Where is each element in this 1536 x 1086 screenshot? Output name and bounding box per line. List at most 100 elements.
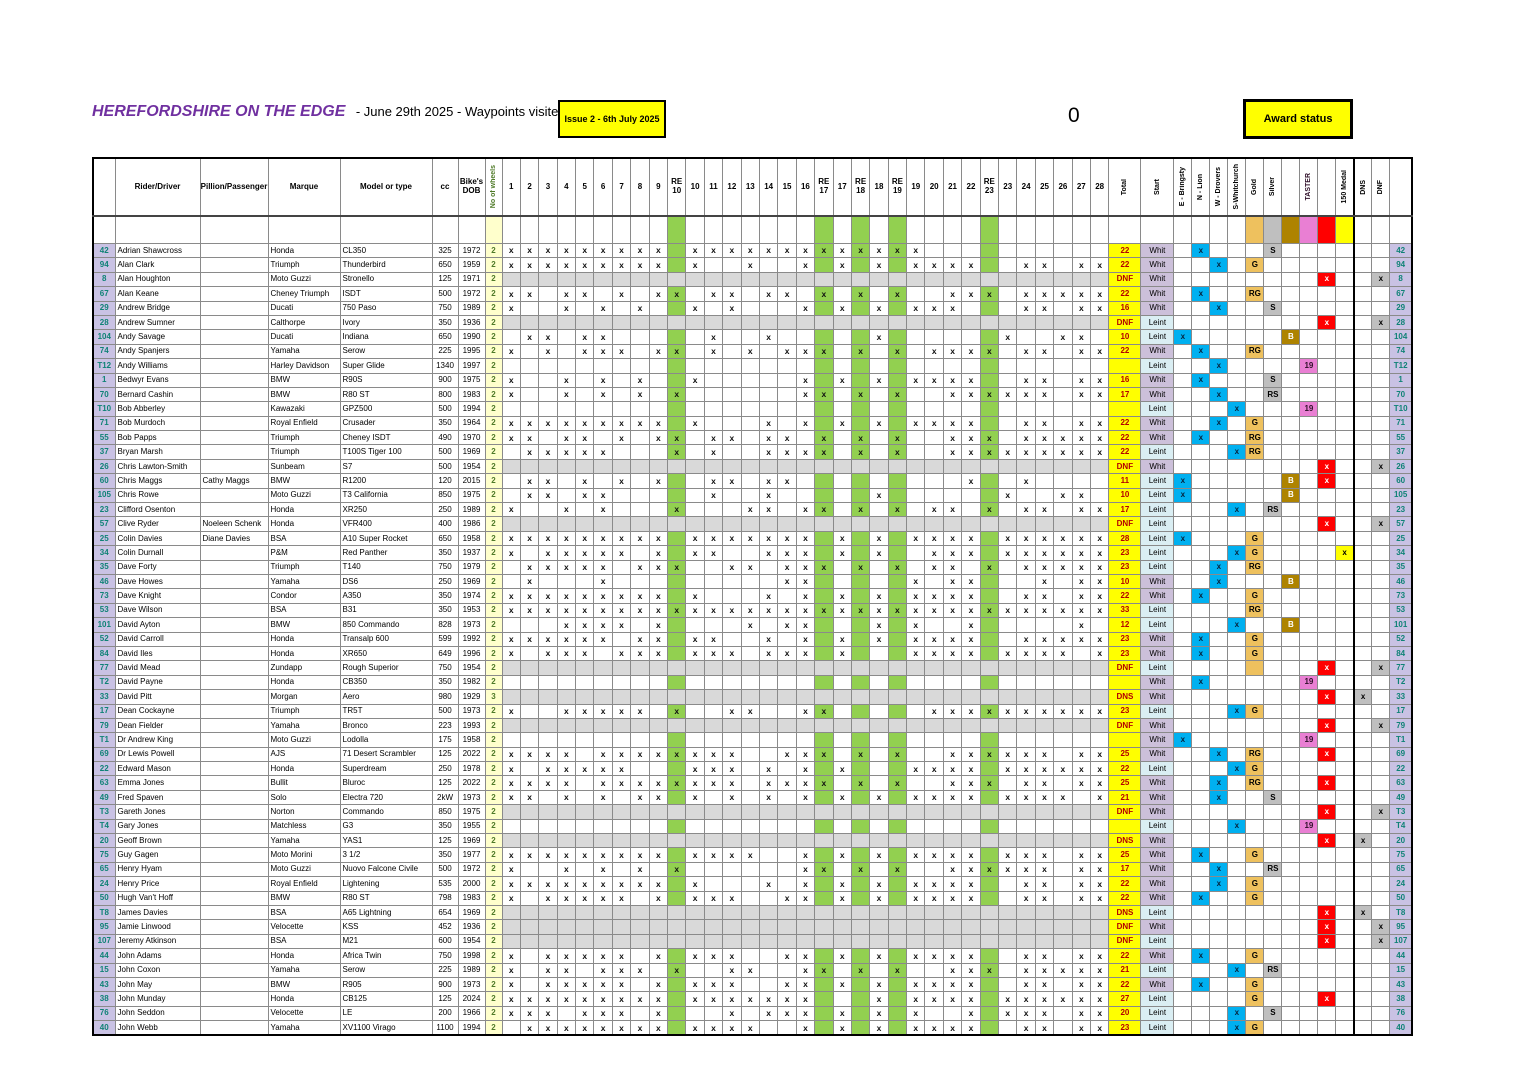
cell-region-s xyxy=(1227,660,1247,676)
waypoint-cell-25: x xyxy=(1034,645,1055,662)
waypoint-cell-RE10 xyxy=(667,904,687,921)
cell-region-e xyxy=(1173,948,1193,964)
cell-pillion xyxy=(199,645,269,662)
cell-dob: 1936 xyxy=(457,919,486,935)
cell-pillion xyxy=(199,775,269,791)
waypoint-cell-16 xyxy=(795,314,816,331)
waypoint-cell-26 xyxy=(1053,775,1073,791)
cell-150-medal xyxy=(1335,444,1355,460)
waypoint-cell-17 xyxy=(832,329,852,345)
waypoint-cell-8: x xyxy=(630,530,650,547)
col-header-wp-RE19: RE 19 xyxy=(887,157,908,217)
cell-dns xyxy=(1352,401,1373,417)
waypoint-cell-24: x xyxy=(1016,372,1036,388)
row-number-right: 20 xyxy=(1389,833,1413,849)
waypoint-cell-3: x xyxy=(538,746,558,763)
waypoint-cell-11 xyxy=(703,674,724,691)
cell-pillion xyxy=(199,631,269,647)
waypoint-cell-4 xyxy=(556,329,577,345)
cell-total: 22 xyxy=(1108,890,1142,906)
waypoint-cell-7: x xyxy=(611,876,632,892)
cell-wheels: 2 xyxy=(484,286,503,302)
waypoint-cell-8: x xyxy=(630,1020,650,1036)
waypoint-cell-RE17: x xyxy=(814,444,834,460)
table-row: T1 Dr Andrew King Moto Guzzi Lodolla 175 1958… xyxy=(92,732,1413,748)
cell-total xyxy=(1108,358,1142,374)
waypoint-cell-17 xyxy=(832,919,852,935)
cell-wheels: 2 xyxy=(484,919,503,935)
waypoint-cell-24: x xyxy=(1016,386,1036,403)
waypoint-cell-19 xyxy=(906,487,926,504)
waypoint-cell-27: x xyxy=(1071,703,1092,719)
col-header-wp-9: 9 xyxy=(648,157,669,217)
cell-no-award xyxy=(1317,818,1337,835)
waypoint-cell-RE17 xyxy=(814,573,834,590)
cell-gold: G xyxy=(1245,1020,1265,1036)
waypoint-cell-20: x xyxy=(924,761,944,777)
waypoint-cell-8 xyxy=(630,473,650,489)
waypoint-cell-24 xyxy=(1016,717,1036,734)
waypoint-cell-RE19 xyxy=(887,516,908,532)
waypoint-cell-2 xyxy=(519,861,540,878)
waypoint-cell-26 xyxy=(1053,948,1073,964)
cell-region-s xyxy=(1227,343,1247,360)
waypoint-cell-22: x xyxy=(961,415,981,432)
waypoint-cell-27 xyxy=(1071,904,1092,921)
waypoint-cell-RE17: x xyxy=(814,861,834,878)
waypoint-cell-RE19: x xyxy=(887,861,908,878)
cell-dob: 1964 xyxy=(457,415,486,432)
spacer-cell xyxy=(1371,215,1391,244)
waypoint-cell-15 xyxy=(777,415,797,432)
waypoint-cell-22: x xyxy=(961,1005,981,1022)
cell-gold xyxy=(1245,386,1265,403)
waypoint-cell-14 xyxy=(758,573,779,590)
waypoint-cell-4: x xyxy=(556,286,577,302)
cell-no-award xyxy=(1317,430,1337,446)
waypoint-cell-8: x xyxy=(630,991,650,1007)
cell-150-medal xyxy=(1335,962,1355,978)
waypoint-cell-2: x xyxy=(519,487,540,504)
waypoint-cell-13 xyxy=(740,919,760,935)
waypoint-cell-9: x xyxy=(648,876,669,892)
row-number-right: 17 xyxy=(1389,703,1413,719)
cell-cc: 125 xyxy=(431,991,459,1007)
waypoint-cell-22: x xyxy=(961,645,981,662)
waypoint-cell-3: x xyxy=(538,559,558,575)
cell-region-w xyxy=(1209,588,1229,604)
cell-region-n: x xyxy=(1191,645,1211,662)
cell-rider: Chris Lawton-Smith xyxy=(114,458,201,475)
spacer-cell xyxy=(1299,215,1319,244)
waypoint-cell-17 xyxy=(832,516,852,532)
waypoint-cell-6: x xyxy=(593,991,613,1007)
waypoint-cell-8 xyxy=(630,401,650,417)
cell-150-medal xyxy=(1335,732,1355,748)
cell-marque: Ducati xyxy=(267,300,341,316)
row-number-left: 52 xyxy=(92,631,116,647)
cell-rider: Gary Jones xyxy=(114,818,201,835)
cell-region-s xyxy=(1227,833,1247,849)
waypoint-cell-18: x xyxy=(869,300,889,316)
waypoint-cell-14 xyxy=(758,847,779,863)
page-subtitle: - June 29th 2025 - Waypoints visited xyxy=(355,104,566,119)
cell-taster xyxy=(1299,271,1319,288)
waypoint-cell-2: x xyxy=(519,876,540,892)
row-number-left: T1 xyxy=(92,732,116,748)
waypoint-cell-13 xyxy=(740,473,760,489)
waypoint-cell-RE17 xyxy=(814,516,834,532)
waypoint-cell-5: x xyxy=(575,588,595,604)
waypoint-cell-RE17 xyxy=(814,919,834,935)
row-number-left: T2 xyxy=(92,674,116,691)
cell-region-n xyxy=(1191,271,1211,288)
cell-region-s: x xyxy=(1227,444,1247,460)
waypoint-cell-RE19 xyxy=(887,717,908,734)
waypoint-cell-18 xyxy=(869,314,889,331)
cell-silver xyxy=(1263,329,1283,345)
cell-region-w xyxy=(1209,1020,1229,1036)
table-row: 79 Dean Fielder Yamaha Bronco 223 1993 2 DNF Whi… xyxy=(92,717,1413,734)
cell-wheels: 2 xyxy=(484,876,503,892)
cell-taster: 19 xyxy=(1299,818,1319,835)
cell-region-s xyxy=(1227,991,1247,1007)
waypoint-cell-RE18 xyxy=(850,833,871,849)
waypoint-cell-8 xyxy=(630,286,650,302)
waypoint-cell-5: x xyxy=(575,645,595,662)
